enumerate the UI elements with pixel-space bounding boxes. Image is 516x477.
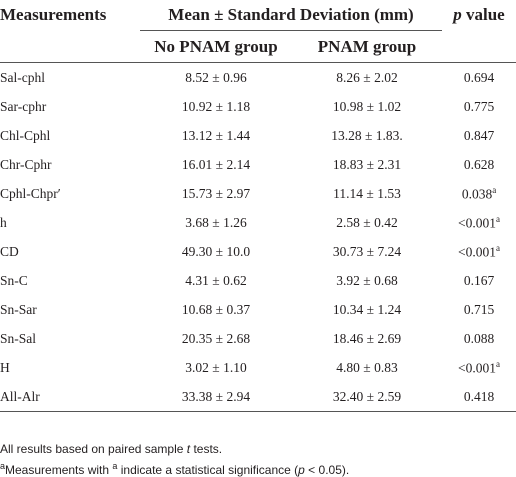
text: Measurements with [5,463,113,477]
pnam-cell: 13.28 ± 1.83. [331,127,403,143]
p-value: 0.775 [463,98,495,114]
p-cell: 0.847 [442,121,516,150]
label-cell: Chl-Cphl [0,127,51,143]
row: Chr-Cphr 16.01 ± 2.14 18.83 ± 2.31 0.628 [0,150,516,179]
header-mean-sd: Mean ± Standard Deviation (mm) [140,0,442,31]
significance-mark: a [496,213,500,224]
p-value: <0.001 [458,244,496,260]
p-cell: 0.715 [442,295,516,324]
no-pnam-cell: 33.38 ± 2.94 [140,382,292,412]
significance-mark: a [496,358,500,369]
label-cell: h [0,214,7,230]
row: Cphl-Chpr′ 15.73 ± 2.97 11.14 ± 1.53 0.038a [0,179,516,208]
p-value: 0.418 [463,388,495,404]
no-pnam-cell: 3.68 ± 1.26 [185,214,247,230]
header-no-pnam: No PNAM group [140,30,292,63]
mark: a [112,461,118,471]
label-cell: Sn-Sal [0,330,37,346]
p-cell: 0.088 [442,324,516,353]
label-cell: Sal-cphl [0,69,45,85]
p-value: 0.628 [463,156,495,172]
p-value: 0.694 [463,69,495,85]
p-cell: 0.167 [442,266,516,295]
label-cell: Sn-C [0,272,28,288]
p-cell: 0.418 [442,382,516,412]
pnam-cell: 2.58 ± 0.42 [336,214,398,230]
p-value: 0.038 [461,186,493,202]
no-pnam-cell: 3.02 ± 1.10 [185,359,247,375]
no-pnam-cell: 10.92 ± 1.18 [181,98,251,114]
label-cell: CD [0,243,19,259]
p-cell: <0.001a [442,208,516,237]
no-pnam-cell: 10.68 ± 0.37 [181,301,251,317]
label-cell: Chr-Cphr [0,156,52,172]
p-rest: value [461,5,505,25]
pnam-cell: 32.40 ± 2.59 [292,382,442,412]
p-value: <0.001 [458,215,496,231]
text: p [298,463,305,477]
pnam-cell: 18.83 ± 2.31 [332,156,402,172]
row: Sn-Sar 10.68 ± 0.37 10.34 ± 1.24 0.715 [0,295,516,324]
label-cell: Cphl-Chpr′ [0,185,61,201]
row: Sn-Sal 20.35 ± 2.68 18.46 ± 2.69 0.088 [0,324,516,353]
text: tests. [190,442,223,456]
pnam-cell: 10.34 ± 1.24 [332,301,402,317]
label-cell: Sar-cphr [0,98,47,114]
p-value: 0.088 [463,330,495,346]
p-cell: <0.001a [442,353,516,382]
no-pnam-cell: 15.73 ± 2.97 [181,185,251,201]
header-p: p value [442,0,516,31]
table: Measurements Mean ± Standard Deviation (… [0,0,516,412]
pnam-cell: 11.14 ± 1.53 [333,185,401,201]
label-cell: H [0,359,10,375]
row: h 3.68 ± 1.26 2.58 ± 0.42 <0.001a [0,208,516,237]
pnam-cell: 8.26 ± 2.02 [336,69,398,85]
p-cell: 0.038a [442,179,516,208]
p-italic: p [453,5,462,25]
pnam-cell: 30.73 ± 7.24 [332,243,402,259]
no-pnam-cell: 49.30 ± 10.0 [181,243,251,259]
p-value: 0.167 [463,272,495,288]
text: All results based on paired sample [0,442,187,456]
pnam-cell: 4.80 ± 0.83 [336,359,398,375]
header-pnam: PNAM group [292,30,442,63]
p-cell: 0.775 [442,92,516,121]
pnam-cell: 18.46 ± 2.69 [332,330,402,346]
p-value: 0.847 [463,127,495,143]
text: < 0.05). [304,463,350,477]
header-measurements: Measurements [0,5,107,25]
no-pnam-cell: 16.01 ± 2.14 [181,156,251,172]
footnote: aMeasurements with a indicate a statisti… [0,461,349,477]
row: CD 49.30 ± 10.0 30.73 ± 7.24 <0.001a [0,237,516,266]
p-value: 0.715 [463,301,495,317]
text: indicate a statistical significance ( [117,463,299,477]
significance-mark: a [492,184,497,195]
row: Sal-cphl 8.52 ± 0.96 8.26 ± 2.02 0.694 [0,63,516,93]
row: Sar-cphr 10.92 ± 1.18 10.98 ± 1.02 0.775 [0,92,516,121]
label-cell: Sn-Sar [0,301,37,317]
p-cell: 0.694 [442,63,516,93]
footnote: All results based on paired sample t tes… [0,442,222,456]
p-cell: <0.001a [442,237,516,266]
row: H 3.02 ± 1.10 4.80 ± 0.83 <0.001a [0,353,516,382]
no-pnam-cell: 8.52 ± 0.96 [185,69,247,85]
pnam-cell: 10.98 ± 1.02 [332,98,402,114]
text: t [186,442,191,456]
label-cell: All-Alr [0,382,140,412]
row: Sn-C 4.31 ± 0.62 3.92 ± 0.68 0.167 [0,266,516,295]
no-pnam-cell: 13.12 ± 1.44 [181,127,251,143]
mark: a [0,461,6,471]
no-pnam-cell: 4.31 ± 0.62 [185,272,247,288]
pnam-cell: 3.92 ± 0.68 [336,272,398,288]
p-cell: 0.628 [442,150,516,179]
row: Chl-Cphl 13.12 ± 1.44 13.28 ± 1.83. 0.847 [0,121,516,150]
significance-mark: a [496,242,500,253]
row: All-Alr 33.38 ± 2.94 32.40 ± 2.59 0.418 [0,382,516,412]
no-pnam-cell: 20.35 ± 2.68 [181,330,251,346]
p-value: <0.001 [458,360,496,376]
